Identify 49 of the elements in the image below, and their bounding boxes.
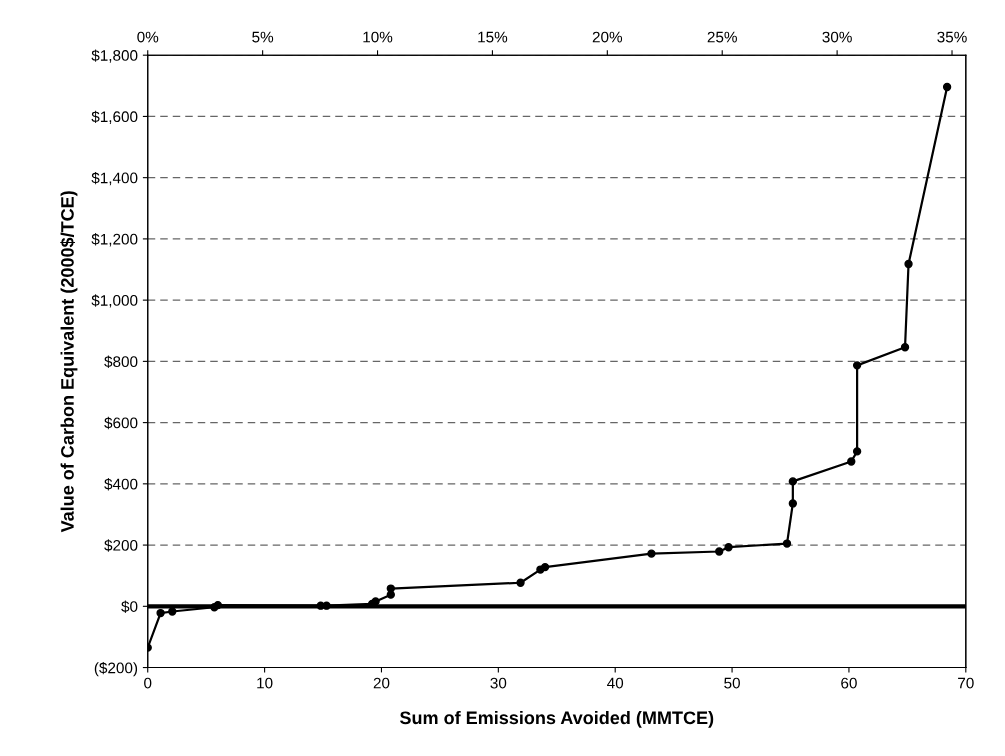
x-tick-label: 50 [724,677,740,689]
y-tick-label: $1,600 [91,110,138,124]
y-tick-label: $1,200 [91,233,138,247]
point [371,597,380,606]
x2-tick-label: 30% [822,31,852,43]
x-axis-title: Sum of Emissions Avoided (MMTCE) [399,710,714,728]
y-tick-label: $1,000 [91,294,138,308]
x2-tick-label: 15% [478,31,508,43]
point [852,447,862,456]
point [647,549,656,558]
y-tick-label: $400 [104,478,138,491]
point [322,601,331,610]
x-tick-label: 20 [373,677,390,689]
point [168,607,177,616]
x2-tick-label: 20% [592,31,623,43]
point [156,608,165,618]
x2-tick-label: 35% [937,31,967,43]
point [788,477,798,486]
point [852,361,862,370]
point [213,600,223,610]
x2-tick-label: 25% [707,31,737,43]
x2-tick-label: 5% [252,31,274,43]
x2-tick-label: 0% [137,31,159,43]
point [782,539,792,548]
x2-tick-label: 10% [363,31,393,43]
point [724,543,733,552]
x-tick-label: 40 [607,677,624,689]
point [942,82,952,92]
x-tick-label: 60 [841,677,857,689]
y-axis-title: Value of Carbon Equivalent (2000$/TCE) [60,191,78,533]
y-tick-label: ($200) [94,661,138,677]
point [847,457,856,466]
point [900,343,910,352]
y-tick-label: $0 [121,600,138,613]
y-tick-label: $1,800 [91,49,138,63]
x-tick-label: 10 [257,677,273,689]
point [540,562,550,572]
x-tick-label: 70 [958,677,974,689]
point [788,499,798,508]
x-tick-label: 0 [144,677,152,689]
point [516,578,525,587]
y-tick-label: $800 [104,355,138,368]
point [386,584,395,593]
y-tick-label: $1,400 [91,171,138,186]
y-tick-label: $600 [104,416,138,430]
point [904,259,913,269]
x-tick-label: 30 [490,677,507,689]
y-tick-label: $200 [104,539,138,552]
point [715,547,724,556]
